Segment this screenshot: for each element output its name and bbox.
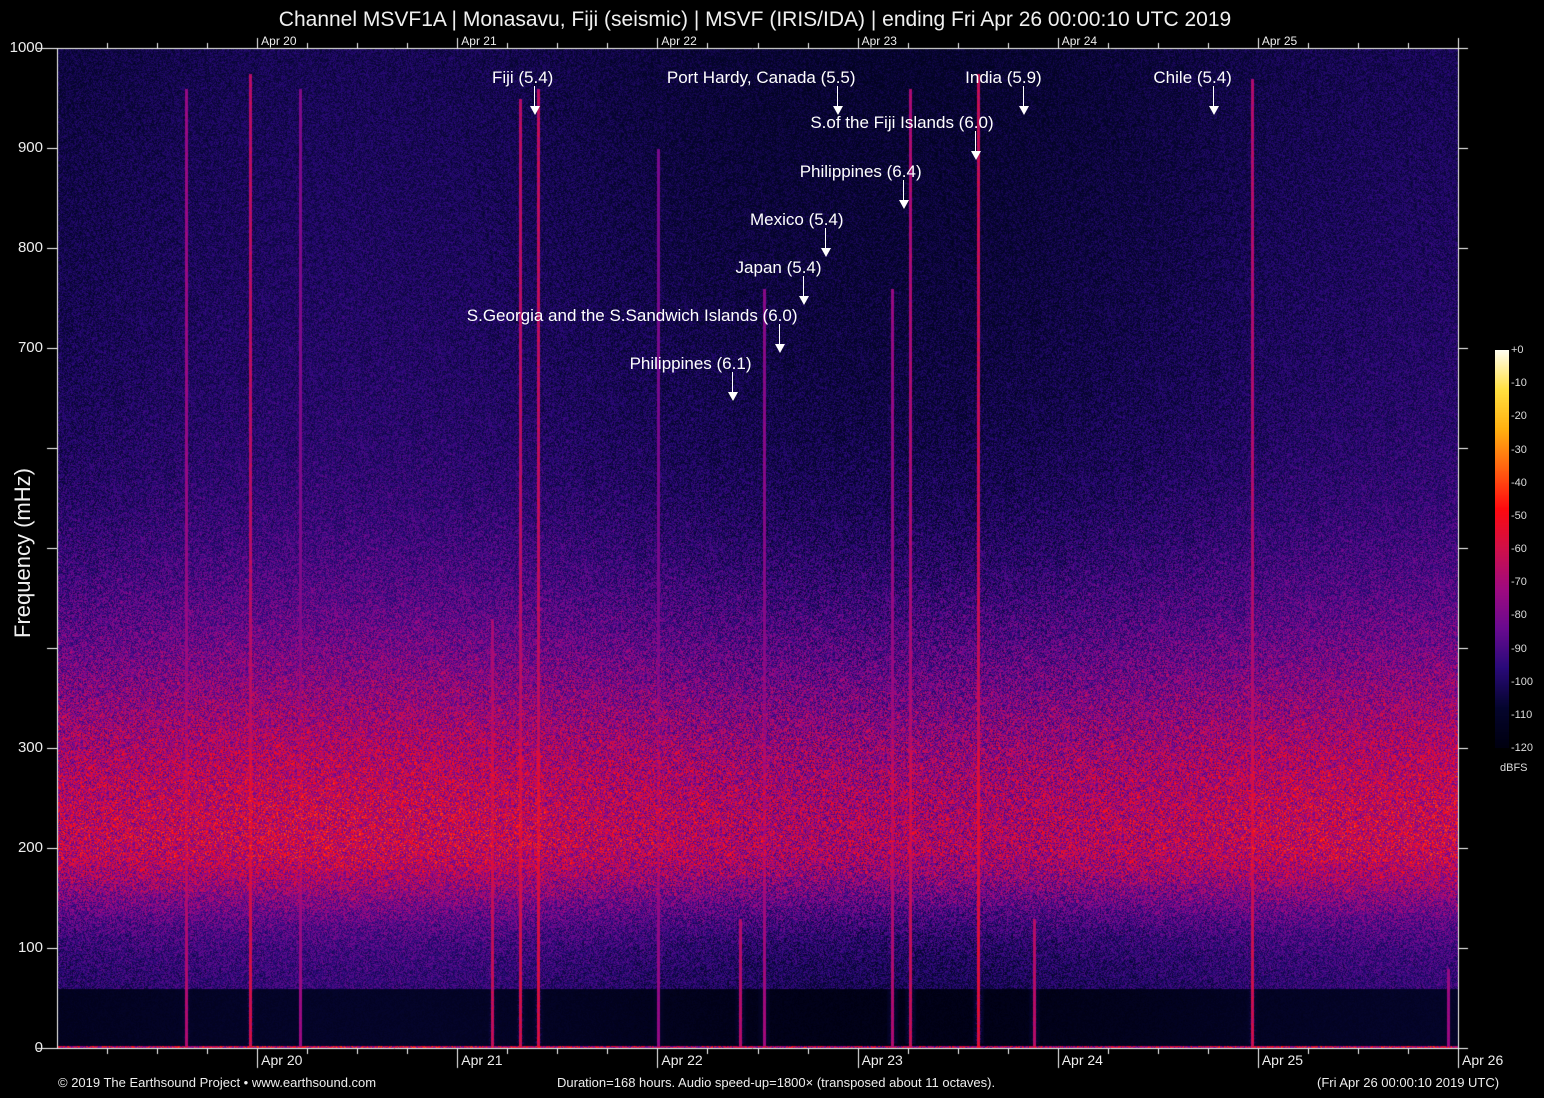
y-axis-title: Frequency (mHz) [10, 468, 35, 638]
x-tick-label-top: Apr 21 [461, 34, 497, 48]
event-label: Philippines (6.1) [629, 354, 752, 373]
colorbar-tick-label: -30 [1511, 443, 1527, 456]
colorbar-tick-label: -120 [1511, 742, 1534, 754]
event-label: S.Georgia and the S.Sandwich Islands (6.… [466, 306, 798, 325]
footer-end-time: (Fri Apr 26 00:00:10 2019 UTC) [1317, 1075, 1500, 1090]
event-label: Mexico (5.4) [750, 210, 844, 229]
x-tick-label-top: Apr 25 [1261, 34, 1298, 48]
footer-info: Duration=168 hours. Audio speed-up=1800×… [557, 1075, 996, 1090]
event-label: Philippines (6.4) [799, 162, 922, 181]
event-label: Japan (5.4) [735, 258, 822, 277]
colorbar-tick-label: -90 [1511, 642, 1527, 655]
event-label: Port Hardy, Canada (5.5) [666, 68, 856, 87]
colorbar-tick-label: +0 [1511, 344, 1524, 356]
x-tick-label-top: Apr 20 [261, 34, 297, 48]
colorbar-tick-label: -40 [1511, 476, 1527, 489]
x-tick-label-bottom: Apr 26 [1462, 1052, 1504, 1068]
colorbar-tick-label: -110 [1511, 708, 1533, 721]
colorbar-tick-label: -20 [1511, 410, 1527, 423]
colorbar-tick-label: -60 [1511, 543, 1527, 555]
x-tick-label-bottom: Apr 21 [461, 1052, 503, 1068]
colorbar-tick-label: -70 [1511, 576, 1527, 589]
x-tick-label-bottom: Apr 25 [1261, 1052, 1304, 1068]
colorbar-tick-label: -50 [1511, 509, 1527, 522]
y-tick-label: 800 [17, 239, 43, 256]
y-tick-label: 900 [17, 139, 43, 156]
x-tick-label-bottom: Apr 20 [261, 1052, 303, 1068]
x-tick-label-top: Apr 24 [1061, 34, 1098, 48]
event-label: S.of the Fiji Islands (6.0) [810, 113, 994, 132]
colorbar-tick-label: -100 [1511, 675, 1534, 688]
event-label: Fiji (5.4) [491, 68, 554, 87]
y-tick-label: 700 [17, 339, 43, 356]
event-label: Chile (5.4) [1153, 68, 1232, 87]
y-tick-label: 300 [17, 739, 43, 756]
x-tick-label-top: Apr 22 [661, 34, 697, 48]
colorbar [1495, 350, 1509, 748]
x-tick-label-bottom: Apr 23 [861, 1052, 903, 1068]
y-tick-label: 200 [17, 839, 43, 856]
colorbar-unit: dBFS [1500, 762, 1528, 774]
y-tick-label: 100 [17, 939, 43, 956]
y-tick-label: 0 [34, 1039, 43, 1056]
event-label: India (5.9) [965, 68, 1042, 87]
x-tick-label-top: Apr 23 [861, 34, 897, 48]
x-tick-label-bottom: Apr 22 [661, 1052, 703, 1068]
footer-copyright: © 2019 The Earthsound Project • www.eart… [58, 1075, 377, 1090]
colorbar-tick-label: -10 [1511, 377, 1527, 390]
y-tick-label: 1000 [9, 39, 43, 56]
colorbar-tick-label: -80 [1511, 609, 1527, 622]
x-tick-label-bottom: Apr 24 [1061, 1052, 1103, 1068]
